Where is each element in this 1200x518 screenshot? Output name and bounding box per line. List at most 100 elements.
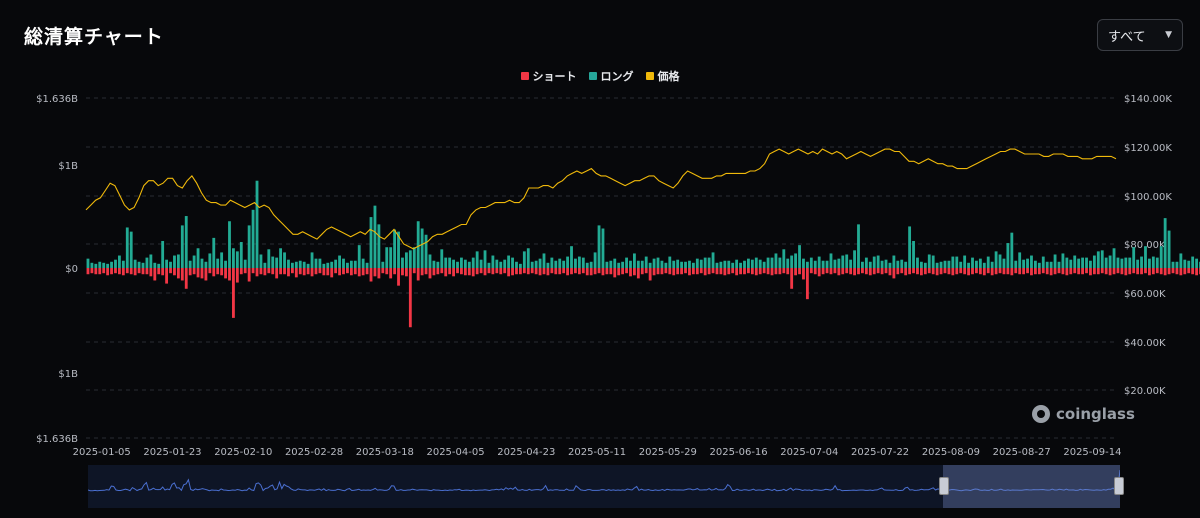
long-bar [1049,261,1053,268]
long-bar [479,259,483,268]
long-bar [357,245,361,268]
right-axis-tick: $80.00K [1124,240,1166,251]
long-bar [385,247,389,268]
right-axis-tick: $60.00K [1124,289,1166,300]
long-bar [522,251,526,268]
long-bar [1136,259,1140,268]
right-axis-tick: $120.00K [1124,143,1172,154]
long-bar [766,257,770,268]
short-bar [526,268,530,275]
long-bar [98,261,102,268]
long-bar [782,249,786,268]
long-bar [861,261,864,268]
short-bar [467,268,471,276]
navigator-window[interactable] [939,465,1124,508]
short-bar [522,268,526,274]
legend-item-price[interactable]: 価格 [645,68,680,84]
long-bar [841,255,845,268]
legend-swatch-price [645,72,654,80]
short-bar [326,268,330,276]
short-bar [334,268,338,274]
long-bar [1096,251,1100,268]
x-axis-tick: 2025-09-14 [1063,447,1121,458]
long-bar [876,255,880,268]
legend-label-short: ショート [532,70,577,83]
legend-item-long[interactable]: ロング [588,68,634,84]
long-bar [1151,256,1155,268]
long-bar [247,225,251,268]
range-select[interactable]: すべて ▼ [1097,19,1183,51]
long-bar [86,258,90,268]
short-bar [428,268,432,279]
long-bar [349,260,353,268]
long-bar [192,255,196,268]
legend-item-short[interactable]: ショート [520,68,577,84]
long-bar [809,257,813,268]
short-bar [1077,268,1081,275]
range-navigator[interactable] [87,465,1124,508]
long-bar [471,257,475,268]
long-bar [1140,256,1143,268]
short-bar [967,268,970,276]
long-bar [475,251,479,268]
long-bar [432,260,436,268]
short-bar [876,268,880,274]
long-bar [518,263,522,268]
long-bar [1104,257,1108,268]
short-bar [149,268,153,277]
short-bar [581,268,585,274]
right-axis-tick: $140.00K [1124,94,1172,105]
short-bar [841,268,845,275]
long-bar [412,247,416,268]
short-bar [774,268,778,275]
long-bar [743,260,746,268]
short-bar [161,268,165,276]
short-bar [432,268,436,276]
short-bar [1045,268,1049,275]
long-bar [990,261,994,268]
short-bar [412,268,416,274]
short-bar [133,268,137,276]
long-bar [456,261,459,268]
legend-swatch-short [520,72,529,80]
long-bar [290,262,294,268]
short-bar [1069,268,1073,275]
short-bar [448,268,452,275]
x-axis-tick: 2025-03-18 [356,447,414,458]
long-bar [145,257,149,268]
long-bar [322,263,326,268]
short-bar [369,268,373,282]
long-bar [872,256,876,268]
long-bar [900,259,904,268]
short-bar [102,268,106,274]
long-bar [1037,262,1041,268]
long-bar [735,259,739,268]
navigator-handle-right[interactable] [1114,477,1124,495]
long-bar [436,261,440,268]
short-bar [577,268,581,275]
short-bar [479,268,483,274]
long-bar [373,205,377,268]
x-axis-tick: 2025-05-29 [639,447,697,458]
long-bar [176,254,180,268]
short-bar [511,268,514,276]
long-bar [656,257,660,268]
short-bar [1057,268,1061,274]
short-bar [204,268,208,281]
long-bar [330,261,334,268]
long-bar [397,231,400,268]
long-bar [758,259,762,268]
long-bar [188,260,192,268]
short-bar [872,268,876,275]
short-bar [471,268,475,277]
long-bar [554,260,558,268]
navigator-handle-left[interactable] [939,477,949,495]
short-bar [1155,268,1159,274]
short-bar [829,268,833,275]
long-bar [255,180,259,268]
short-bar [861,268,864,274]
short-bar [754,268,758,276]
long-bar [1022,259,1026,268]
short-bar [621,268,625,275]
long-bar [420,228,424,268]
